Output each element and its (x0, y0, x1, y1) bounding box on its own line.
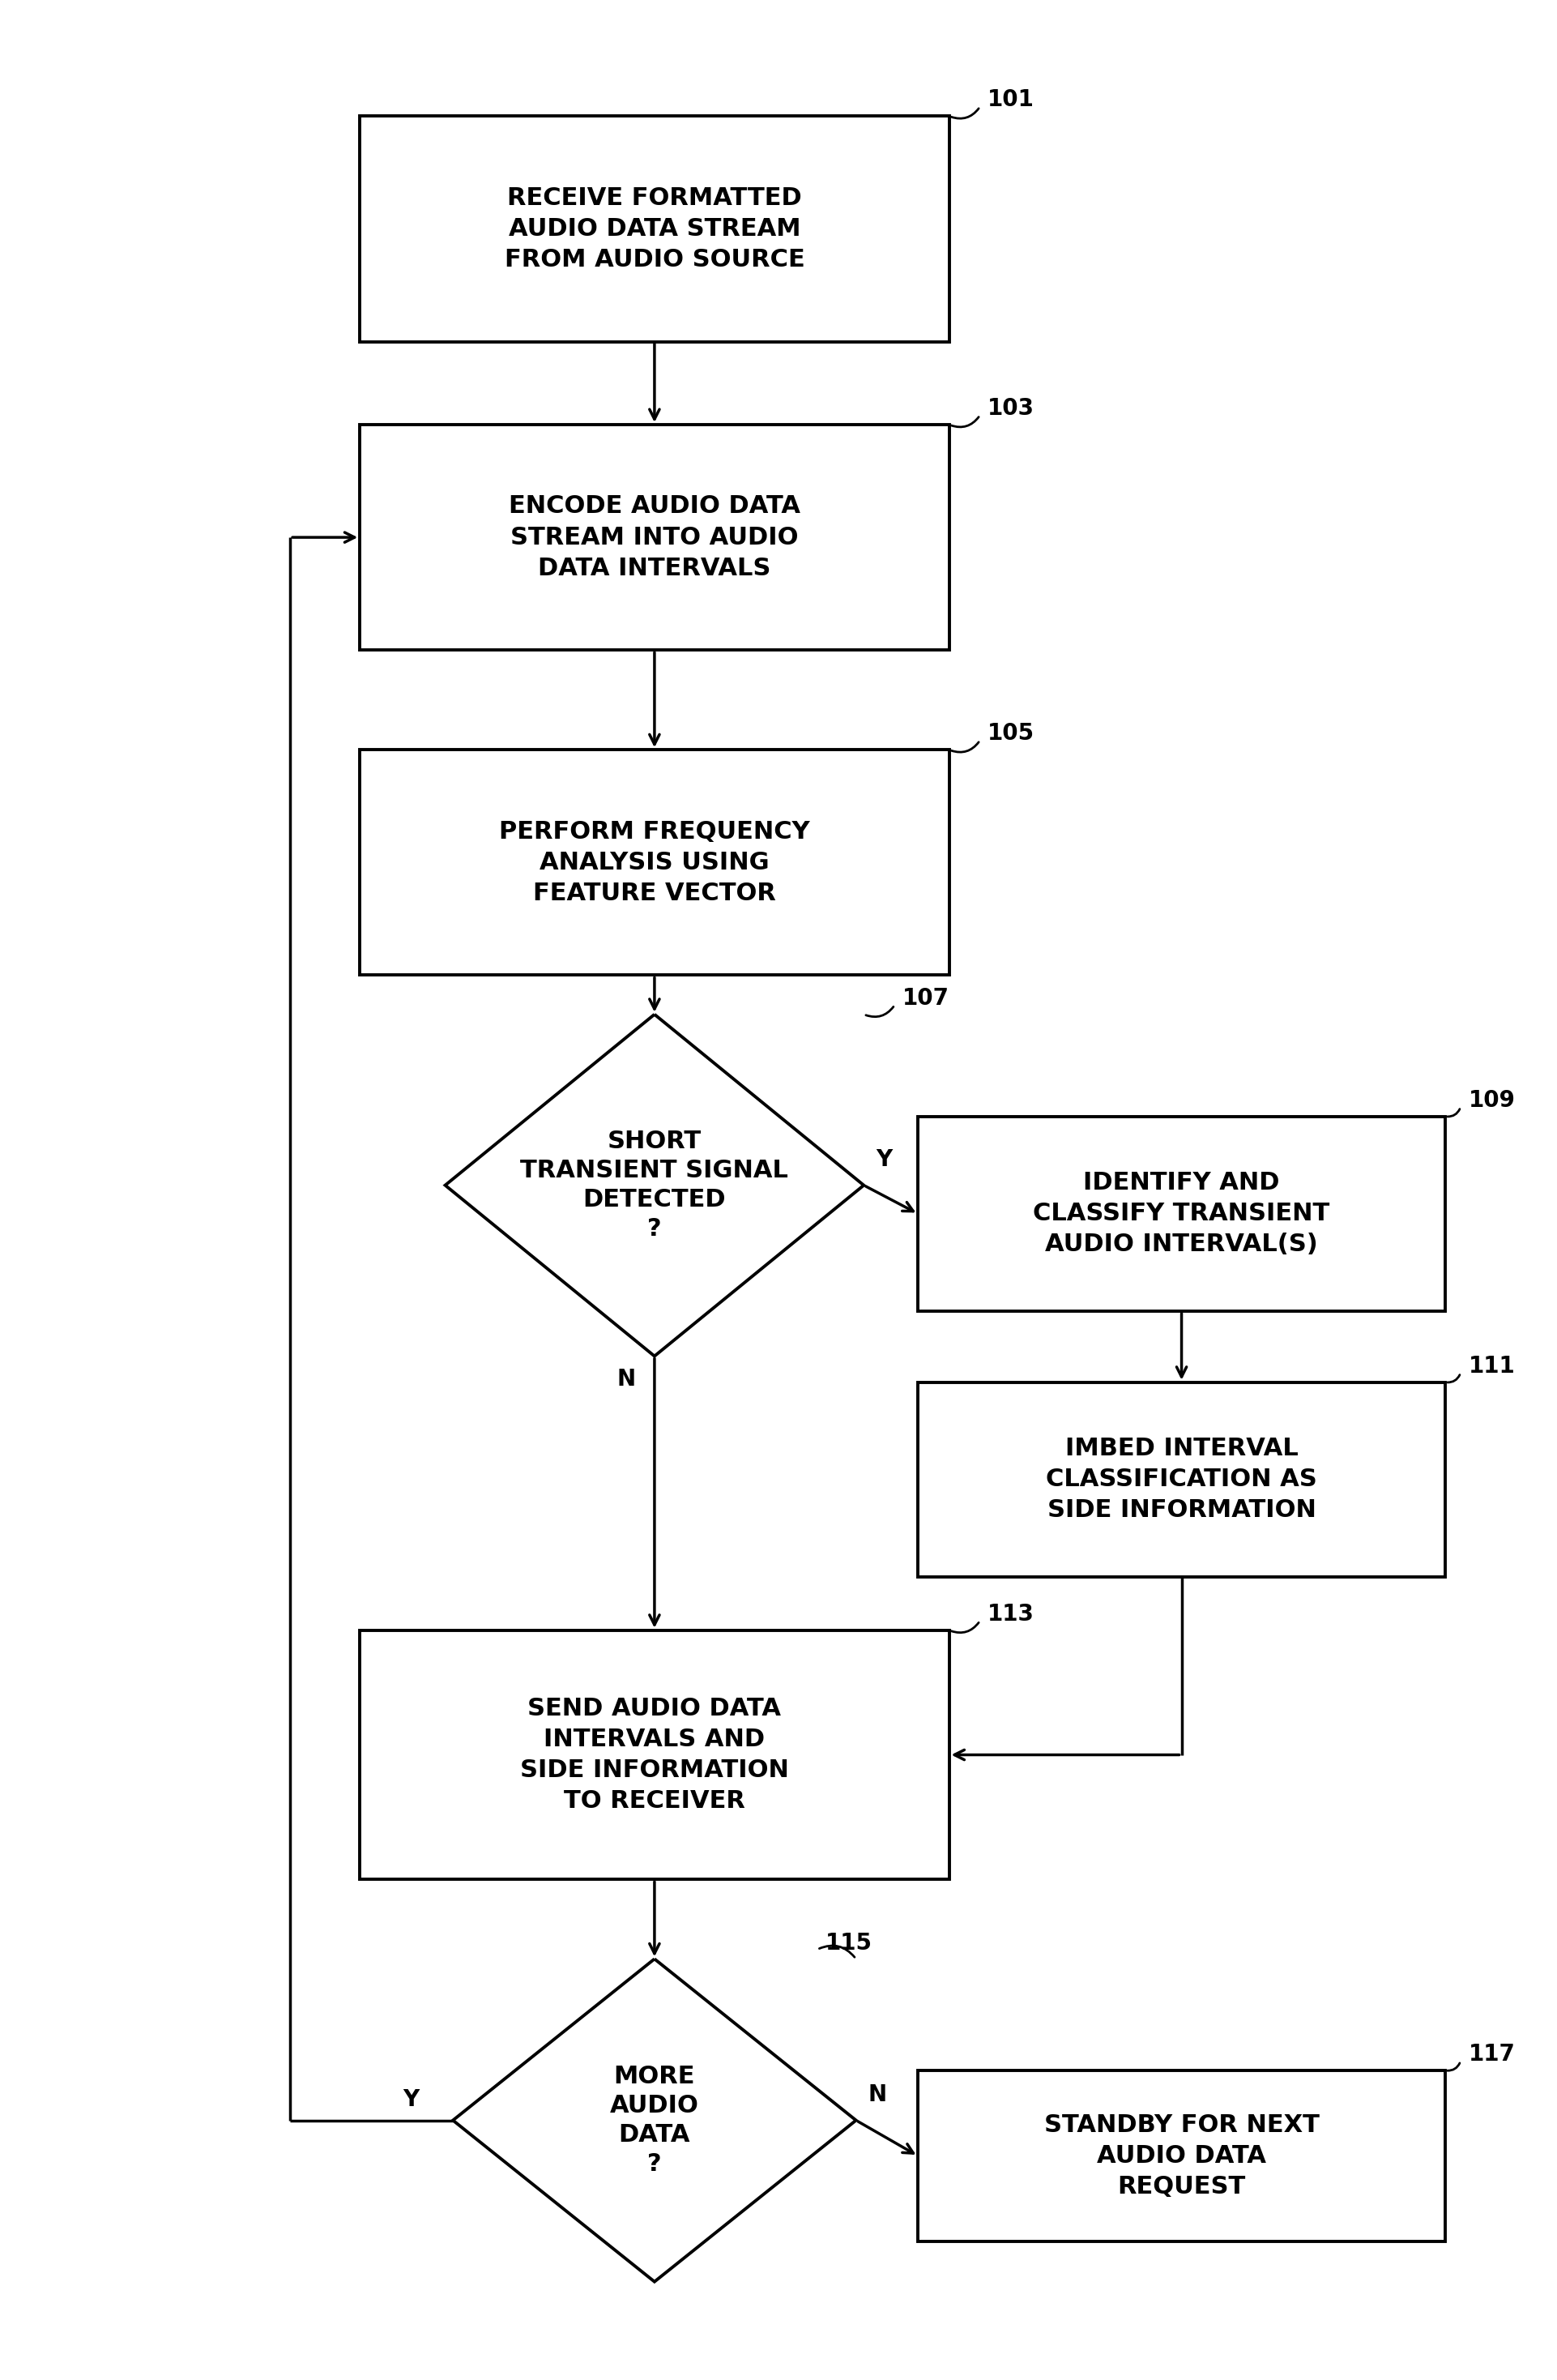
Text: 105: 105 (987, 721, 1035, 745)
Text: 101: 101 (987, 88, 1035, 112)
Text: MORE
AUDIO
DATA
?: MORE AUDIO DATA ? (610, 2066, 699, 2175)
Text: 115: 115 (825, 1933, 872, 1954)
Text: 109: 109 (1468, 1090, 1515, 1111)
Text: 107: 107 (903, 988, 950, 1009)
Text: 113: 113 (987, 1602, 1035, 1626)
Bar (919, 1116, 1445, 1311)
Text: 103: 103 (987, 397, 1035, 419)
Text: RECEIVE FORMATTED
AUDIO DATA STREAM
FROM AUDIO SOURCE: RECEIVE FORMATTED AUDIO DATA STREAM FROM… (504, 186, 805, 271)
Text: Y: Y (402, 2087, 419, 2111)
Text: STANDBY FOR NEXT
AUDIO DATA
REQUEST: STANDBY FOR NEXT AUDIO DATA REQUEST (1043, 2113, 1319, 2199)
Bar (360, 750, 950, 976)
Text: N: N (869, 2082, 887, 2106)
Polygon shape (445, 1014, 864, 1357)
Text: N: N (617, 1368, 635, 1390)
Bar (360, 1630, 950, 1880)
Text: IMBED INTERVAL
CLASSIFICATION AS
SIDE INFORMATION: IMBED INTERVAL CLASSIFICATION AS SIDE IN… (1046, 1438, 1317, 1523)
Bar (919, 1383, 1445, 1578)
Text: 111: 111 (1468, 1354, 1515, 1378)
Bar (919, 2071, 1445, 2242)
Text: IDENTIFY AND
CLASSIFY TRANSIENT
AUDIO INTERVAL(S): IDENTIFY AND CLASSIFY TRANSIENT AUDIO IN… (1034, 1171, 1330, 1257)
Text: SHORT
TRANSIENT SIGNAL
DETECTED
?: SHORT TRANSIENT SIGNAL DETECTED ? (520, 1130, 788, 1240)
Text: Y: Y (877, 1147, 892, 1171)
Text: 117: 117 (1468, 2042, 1515, 2066)
Text: SEND AUDIO DATA
INTERVALS AND
SIDE INFORMATION
TO RECEIVER: SEND AUDIO DATA INTERVALS AND SIDE INFOR… (520, 1697, 789, 1814)
Text: ENCODE AUDIO DATA
STREAM INTO AUDIO
DATA INTERVALS: ENCODE AUDIO DATA STREAM INTO AUDIO DATA… (509, 495, 800, 581)
Bar (360, 117, 950, 343)
Bar (360, 424, 950, 650)
Polygon shape (453, 1959, 856, 2282)
Text: PERFORM FREQUENCY
ANALYSIS USING
FEATURE VECTOR: PERFORM FREQUENCY ANALYSIS USING FEATURE… (500, 819, 810, 904)
